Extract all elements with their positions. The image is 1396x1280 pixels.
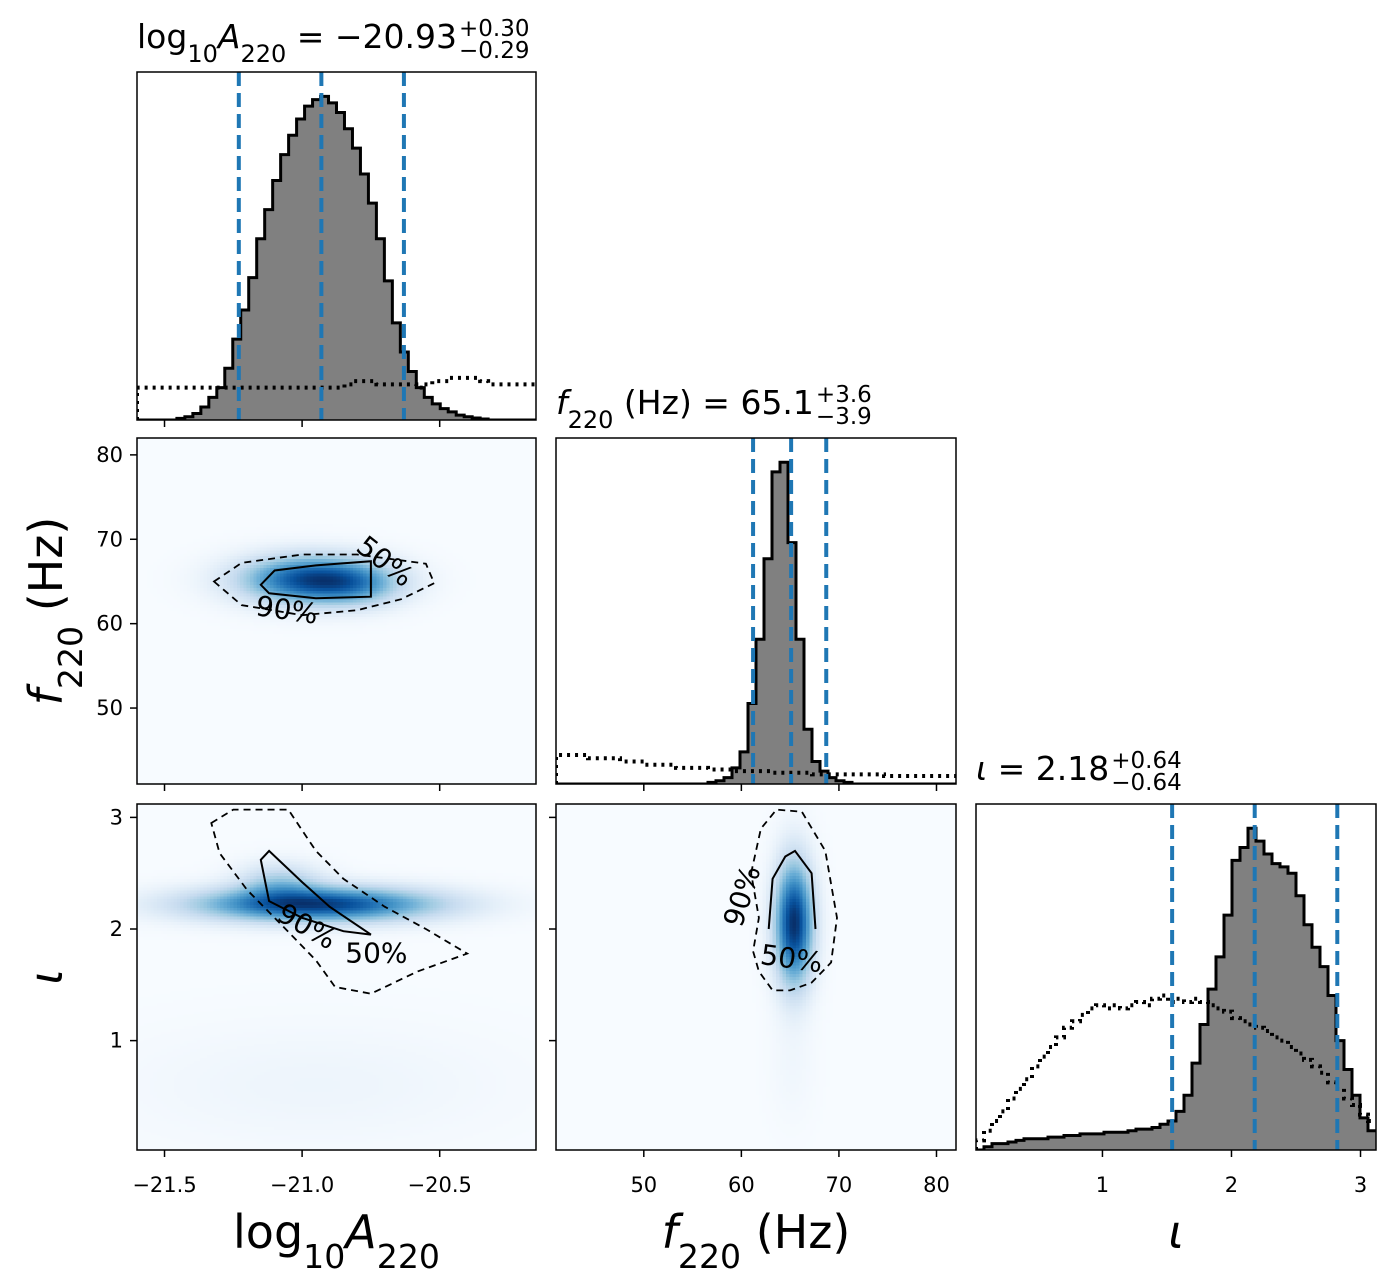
title-plus-f220: +3.6: [816, 382, 872, 408]
x-tick-label: 2: [1225, 1173, 1238, 1197]
y-axis-label-f220: f220 (Hz): [19, 517, 90, 706]
panel-frame: [136, 803, 537, 1151]
posterior-hist-outline: [137, 94, 536, 420]
panel-title-f220: f220 (Hz) = 65.1: [556, 383, 814, 434]
posterior-hist-fill: [976, 828, 1376, 1150]
x-axis-label-iota: ι: [1168, 1205, 1184, 1259]
density-panel-logA-iota: 90% 50%: [136, 803, 537, 1151]
y-tick-label: 3: [110, 805, 123, 829]
contour-50: [767, 849, 817, 930]
panel-frame: [136, 437, 537, 785]
y-tick-label: 2: [110, 917, 123, 941]
contour-90: [210, 808, 470, 995]
density-raster: [137, 804, 536, 1150]
x-axis-label-logA: log10A220: [233, 1205, 440, 1276]
title-minus-f220: −3.9: [816, 404, 872, 430]
contour-50: [259, 560, 372, 600]
x-tick-label: −21.5: [132, 1173, 196, 1197]
panel-frame: [136, 71, 537, 421]
density-panel-f220-iota: 90%50%: [555, 803, 957, 1151]
contour-90: [212, 553, 436, 617]
y-tick-label: 70: [96, 527, 123, 551]
posterior-hist-outline: [976, 826, 1376, 1150]
x-tick-label: −20.5: [408, 1173, 472, 1197]
x-tick-label: 3: [1354, 1173, 1367, 1197]
x-tick-label: 80: [923, 1173, 950, 1197]
y-tick-label: 50: [96, 696, 123, 720]
panel-frame: [975, 803, 1377, 1151]
title-plus-logA: +0.30: [459, 16, 529, 42]
density-raster: [137, 438, 536, 784]
y-tick-label: 1: [110, 1029, 123, 1053]
panel-title-logA: log10A220 = −20.93: [137, 17, 457, 68]
prior-hist-outline: [137, 375, 536, 420]
density-panel-logA-f220: 50%90%: [136, 437, 537, 785]
panel-frame: [555, 437, 957, 785]
x-tick-label: 50: [630, 1173, 657, 1197]
y-tick-label: 60: [96, 612, 123, 636]
contour-90: [750, 808, 838, 992]
prior-hist-outline: [976, 993, 1376, 1150]
x-tick-label: 60: [728, 1173, 755, 1197]
title-plus-iota: +0.64: [1111, 748, 1181, 774]
hist-panel-logA: log10A220 = −20.93 +0.30−0.29: [136, 16, 537, 421]
hist-panel-iota: ι = 2.18 +0.64−0.64: [975, 748, 1377, 1151]
title-minus-iota: −0.64: [1111, 770, 1181, 796]
density-raster: [556, 804, 956, 1150]
hist-panel-f220: f220 (Hz) = 65.1 +3.6−3.9: [555, 382, 957, 785]
x-tick-label: −21.0: [270, 1173, 334, 1197]
posterior-hist-outline: [556, 460, 956, 784]
y-axis-label-iota: ι: [19, 969, 73, 985]
y-tick-label: 80: [96, 443, 123, 467]
contour-label: 50%: [345, 936, 407, 969]
posterior-hist-fill: [137, 96, 536, 420]
x-tick-label: 70: [826, 1173, 853, 1197]
panel-frame: [555, 803, 957, 1151]
contour-50: [259, 849, 372, 936]
x-axis-label-f220: f220 (Hz): [662, 1205, 851, 1276]
panel-title-iota: ι = 2.18: [976, 749, 1109, 788]
title-minus-logA: −0.29: [459, 38, 529, 64]
prior-hist-outline: [556, 753, 956, 784]
posterior-hist-fill: [556, 462, 956, 784]
x-tick-label: 1: [1096, 1173, 1109, 1197]
